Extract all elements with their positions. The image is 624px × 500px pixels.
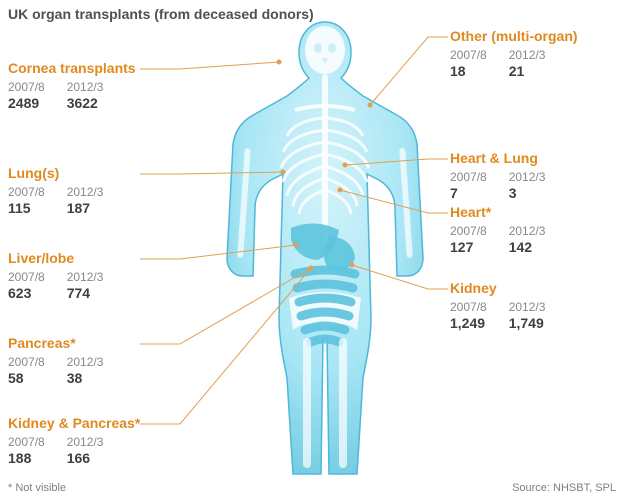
callout-other: Other (multi-organ) 2007/818 2012/321	[450, 28, 578, 80]
year-label: 2007/8	[8, 270, 45, 285]
year-col: 2007/82489	[8, 80, 45, 113]
value: 18	[450, 63, 487, 81]
year-col: 2012/338	[67, 355, 104, 388]
value: 774	[67, 285, 104, 303]
callout-cornea: Cornea transplants 2007/82489 2012/33622	[8, 60, 136, 112]
year-label: 2007/8	[8, 435, 45, 450]
organ-label: Kidney	[450, 280, 545, 298]
value: 3622	[67, 95, 104, 113]
organ-label: Lung(s)	[8, 165, 103, 183]
year-col: 2012/321	[509, 48, 546, 81]
value: 21	[509, 63, 546, 81]
callout-hl: Heart & Lung 2007/87 2012/33	[450, 150, 545, 202]
year-col: 2012/31,749	[509, 300, 546, 333]
year-col: 2012/3187	[67, 185, 104, 218]
year-row: 2007/81,249 2012/31,749	[450, 300, 545, 333]
year-col: 2012/33	[509, 170, 546, 203]
year-col: 2012/3166	[67, 435, 104, 468]
year-row: 2007/818 2012/321	[450, 48, 578, 81]
year-col: 2007/8127	[450, 224, 487, 257]
year-row: 2007/82489 2012/33622	[8, 80, 136, 113]
year-label: 2012/3	[67, 435, 104, 450]
year-label: 2007/8	[8, 355, 45, 370]
callout-kidney: Kidney 2007/81,249 2012/31,749	[450, 280, 545, 332]
year-label: 2007/8	[450, 224, 487, 239]
organ-label: Kidney & Pancreas*	[8, 415, 140, 433]
year-label: 2012/3	[67, 355, 104, 370]
value: 7	[450, 185, 487, 203]
footnote: * Not visible	[8, 482, 66, 494]
value: 142	[509, 239, 546, 257]
callout-lungs: Lung(s) 2007/8115 2012/3187	[8, 165, 103, 217]
year-col: 2007/87	[450, 170, 487, 203]
year-row: 2007/8115 2012/3187	[8, 185, 103, 218]
organ-label: Liver/lobe	[8, 250, 103, 268]
value: 115	[8, 200, 45, 218]
year-row: 2007/858 2012/338	[8, 355, 103, 388]
year-col: 2007/8623	[8, 270, 45, 303]
year-label: 2012/3	[67, 80, 104, 95]
year-row: 2007/8623 2012/3774	[8, 270, 103, 303]
year-label: 2012/3	[67, 185, 104, 200]
skull	[305, 26, 345, 74]
year-col: 2012/33622	[67, 80, 104, 113]
organ-label: Heart & Lung	[450, 150, 545, 168]
value: 188	[8, 450, 45, 468]
year-col: 2007/858	[8, 355, 45, 388]
year-label: 2012/3	[509, 300, 546, 315]
organ-label: Pancreas*	[8, 335, 103, 353]
callout-liver: Liver/lobe 2007/8623 2012/3774	[8, 250, 103, 302]
callout-kp: Kidney & Pancreas* 2007/8188 2012/3166	[8, 415, 140, 467]
year-col: 2012/3774	[67, 270, 104, 303]
year-label: 2012/3	[509, 170, 546, 185]
year-label: 2007/8	[450, 170, 487, 185]
value: 58	[8, 370, 45, 388]
year-row: 2007/87 2012/33	[450, 170, 545, 203]
organ-label: Heart*	[450, 204, 545, 222]
year-col: 2012/3142	[509, 224, 546, 257]
value: 2489	[8, 95, 45, 113]
year-col: 2007/81,249	[450, 300, 487, 333]
value: 187	[67, 200, 104, 218]
anatomy-figure	[225, 18, 425, 478]
callout-heart: Heart* 2007/8127 2012/3142	[450, 204, 545, 256]
year-col: 2007/8115	[8, 185, 45, 218]
year-label: 2012/3	[509, 224, 546, 239]
year-row: 2007/8188 2012/3166	[8, 435, 140, 468]
value: 166	[67, 450, 104, 468]
source-credit: Source: NHSBT, SPL	[512, 482, 616, 494]
year-label: 2007/8	[8, 185, 45, 200]
year-row: 2007/8127 2012/3142	[450, 224, 545, 257]
value: 1,249	[450, 315, 487, 333]
spine	[322, 74, 328, 244]
value: 623	[8, 285, 45, 303]
year-label: 2007/8	[8, 80, 45, 95]
year-label: 2007/8	[450, 48, 487, 63]
year-label: 2012/3	[509, 48, 546, 63]
organ-label: Other (multi-organ)	[450, 28, 578, 46]
value: 3	[509, 185, 546, 203]
value: 38	[67, 370, 104, 388]
year-label: 2007/8	[450, 300, 487, 315]
year-col: 2007/818	[450, 48, 487, 81]
organ-label: Cornea transplants	[8, 60, 136, 78]
callout-pancreas: Pancreas* 2007/858 2012/338	[8, 335, 103, 387]
value: 1,749	[509, 315, 546, 333]
value: 127	[450, 239, 487, 257]
year-label: 2012/3	[67, 270, 104, 285]
year-col: 2007/8188	[8, 435, 45, 468]
